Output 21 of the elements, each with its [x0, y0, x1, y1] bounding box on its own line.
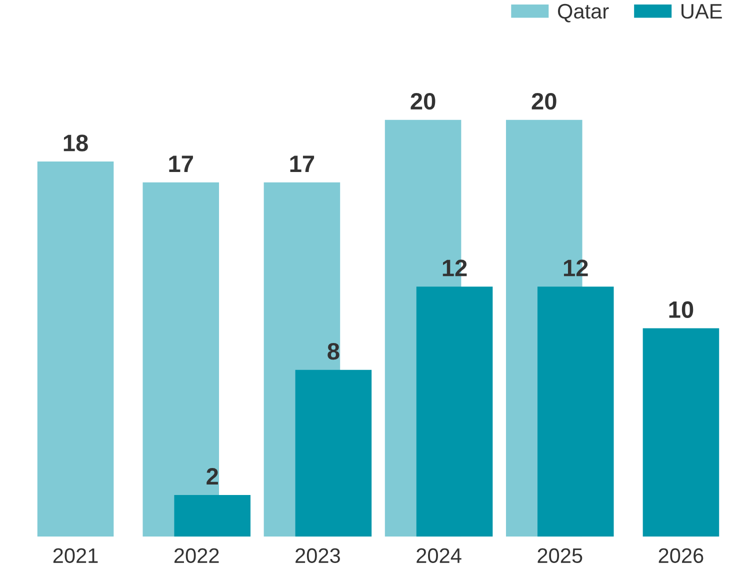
x-tick-label: 2022 [174, 548, 219, 564]
bar [537, 286, 614, 537]
x-tick-label: 2026 [658, 548, 704, 564]
bar [174, 494, 250, 537]
legend-label: Qatar [558, 4, 609, 22]
data-label: 20 [532, 92, 556, 110]
data-label: 17 [290, 156, 314, 172]
data-label: 8 [328, 342, 340, 360]
x-tick-label: 2023 [296, 548, 340, 564]
x-tick-label: 2021 [53, 548, 98, 564]
x-tick-label: 2025 [538, 548, 582, 564]
bar [416, 286, 493, 537]
bar [295, 370, 372, 537]
data-label: 2 [206, 468, 218, 484]
bar [142, 182, 220, 537]
x-tick-label: 2024 [416, 548, 462, 564]
data-label: 17 [169, 156, 193, 172]
legend-label: UAE [682, 4, 722, 19]
data-label: 18 [64, 134, 88, 152]
data-label: 10 [669, 301, 694, 318]
data-label: 20 [410, 92, 436, 110]
